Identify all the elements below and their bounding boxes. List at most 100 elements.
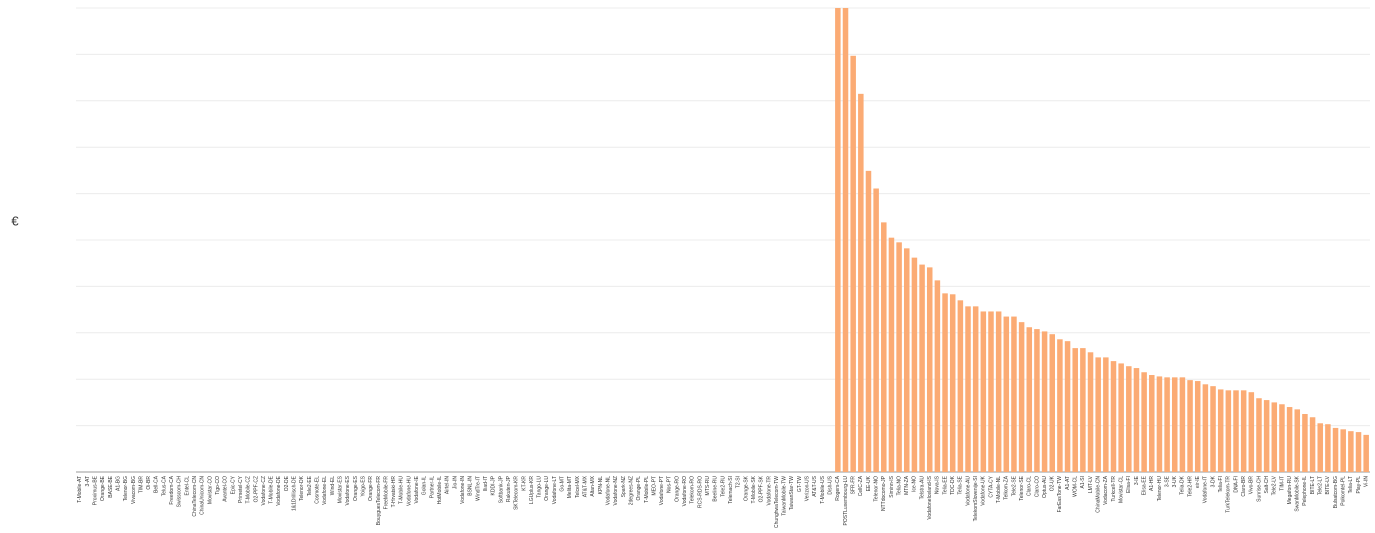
bar [1003,316,1010,472]
x-tick-label: Telenor-SE [1019,475,1025,500]
bar [1110,361,1117,472]
bar [1256,398,1262,472]
x-tick-label: Orange-ES [353,475,359,501]
x-tick-label: WOM-CL [1073,476,1079,497]
x-tick-label: Tele2-SE [1011,475,1017,496]
bar [1049,334,1055,472]
x-tick-label: Movistar-CL [1118,476,1124,503]
x-tick-label: Rakuten-JP [506,475,512,502]
bar [926,267,933,472]
x-tick-label: TurkTelekom-TR [1226,476,1232,513]
x-tick-label: O2-DE [284,475,290,491]
bar [1156,376,1163,472]
x-tick-label: FreeMobile-FR [383,476,389,510]
x-tick-label: 3-AT [85,476,91,486]
bar [1210,386,1216,472]
x-tick-label: Freedom-CA [169,475,175,504]
bar [1034,329,1040,472]
x-tick-label: Tele2-RU [720,476,726,497]
x-tick-label: Telkom-ZA [1004,475,1010,500]
x-tick-label: Nova-IS [935,475,941,494]
x-tick-label: Rogers-CA [835,475,841,500]
bar [1064,341,1071,472]
x-tick-label: TaiwanMobile-TW [782,476,788,516]
bar [873,188,879,472]
bar [1355,432,1362,472]
x-tick-label: Vodafone-IN [460,476,466,504]
x-tick-label: SwanMobile-SK [1295,475,1301,511]
x-tick-label: Vodafone-IE [414,475,420,503]
bar [1325,424,1331,472]
x-tick-label: Altan-MX [590,475,596,496]
bar [1332,427,1339,472]
x-tick-label: Vodafone-CZ [261,476,267,505]
x-tick-label: T-Mobile-CZ [246,476,252,504]
x-tick-label: 3-SE [1164,475,1170,487]
x-tick-label: Go-MT [560,476,566,492]
x-tick-label: Nos-PT [667,476,673,493]
x-tick-label: Claro-CL [1027,476,1033,496]
bar [1171,377,1178,472]
bar [1080,348,1086,472]
bar [1179,377,1186,472]
bar [980,311,987,472]
x-tick-label: AT&T-MX [583,475,589,497]
bar [1149,375,1155,472]
bar [965,306,971,472]
x-tick-label: T-Mobile-SK [751,475,757,503]
x-tick-label: Telekom-RO [690,476,696,504]
x-tick-label: Spark-NZ [621,476,627,497]
bar [835,8,841,472]
bar [1103,357,1109,472]
x-tick-label: Telstra-AU [919,476,925,500]
bar [957,300,964,472]
x-tick-label: Golan-IL [422,476,428,495]
x-tick-label: Telia-EE [942,475,948,494]
x-tick-label: NTTdocomo-JP [881,475,887,511]
x-tick-label: Orange-BE [100,475,106,501]
x-tick-label: Tele2-HR [1187,476,1193,497]
bar [1248,392,1255,472]
x-tick-label: T-Mobile-DE [269,475,275,503]
x-tick-label: 3-UK [1172,475,1178,487]
x-tick-label: Optus-AU [1042,476,1048,498]
x-tick-label: T-Hrvatski-HR [391,476,397,508]
x-tick-label: LMT-LV [1088,475,1094,493]
x-tick-label: Melita-MT [567,476,573,498]
x-tick-label: Beeline-RU [713,476,719,502]
bar [911,257,918,472]
x-tick-label: FarEasTone-TW [1057,476,1063,513]
x-tick-label: A1-HR [1149,476,1155,491]
x-tick-label: Vodacom-ZA [1103,475,1109,505]
x-tick-label: Airtel-IN [445,476,451,494]
x-tick-label: Elisa-EE [1141,475,1147,495]
x-tick-label: KDDI-JP [491,475,497,495]
x-tick-label: TIM-IT [1279,476,1285,491]
x-tick-label: Telemach-SI [728,476,734,504]
x-tick-label: Jio-IN [452,476,458,489]
bar [1233,390,1239,472]
bar [1087,352,1094,472]
x-tick-label: Ice-NO [912,476,918,492]
bar [1279,404,1285,472]
x-tick-label: Wind-EL [330,476,336,495]
bar [988,311,994,472]
x-tick-label: Vodafone-RO [682,476,688,506]
x-tick-label: Vivacom-BG [131,476,137,504]
x-tick-label: Vodafone-NZ [613,476,619,505]
x-tick-label: RCS-RDS-RO [697,476,703,508]
x-tick-label: KPN-NL [598,476,604,495]
x-tick-label: A1-AT [1065,476,1071,490]
x-tick-label: Elisa-FI [1126,476,1132,493]
x-tick-label: MEO-PT [651,476,657,495]
bar [1187,380,1193,472]
x-tick-label: Telenor-HU [1157,476,1163,502]
bar [1317,423,1323,472]
x-tick-label: Orange-PL [636,476,642,501]
x-tick-label: Claro-CO [1034,476,1040,497]
bar [1217,389,1224,472]
bar [1041,331,1048,472]
bar [1286,407,1293,472]
x-tick-label: T-Mobile-NL [996,476,1002,503]
bar [1271,402,1278,472]
